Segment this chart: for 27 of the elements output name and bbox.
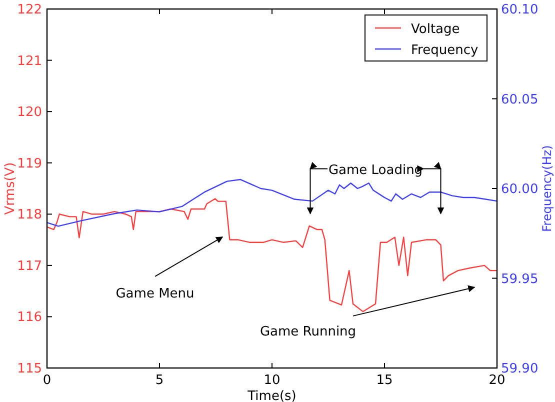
- y-tick-label: 119: [17, 156, 42, 172]
- x-tick-label: 15: [376, 373, 393, 388]
- legend-label: Frequency: [411, 43, 478, 58]
- line-series: [46, 198, 498, 312]
- y2-tick-label: 60.05: [501, 92, 538, 108]
- y-tick-label: 116: [17, 310, 42, 326]
- legend-label: Voltage: [411, 22, 460, 37]
- x-axis-title: Time(s): [246, 389, 296, 402]
- annotation: Game Menu: [116, 286, 194, 302]
- y-tick-label: 122: [17, 2, 42, 18]
- y-tick-label: 120: [17, 105, 42, 120]
- annotation: Game Loading: [328, 162, 423, 178]
- y-tick-label: 121: [17, 54, 42, 69]
- x-tick-label: 5: [155, 373, 164, 388]
- y-axis-title: Vrms(V): [3, 162, 18, 215]
- y2-tick-label: 60.10: [501, 2, 538, 18]
- y2-axis-title: Frequency(Hz): [540, 145, 554, 232]
- x-tick-label: 20: [488, 373, 506, 388]
- y2-tick-label: 60.00: [501, 182, 538, 197]
- y-tick-label: 115: [17, 362, 42, 376]
- x-tick-label: 0: [42, 373, 52, 388]
- y-tick-label: 118: [17, 208, 42, 223]
- y2-tick-label: 59.95: [501, 272, 538, 287]
- line-series: [46, 178, 498, 227]
- y-tick-label: 117: [17, 258, 42, 274]
- annotation: Game Running: [260, 324, 356, 340]
- x-tick-label: 10: [264, 373, 280, 388]
